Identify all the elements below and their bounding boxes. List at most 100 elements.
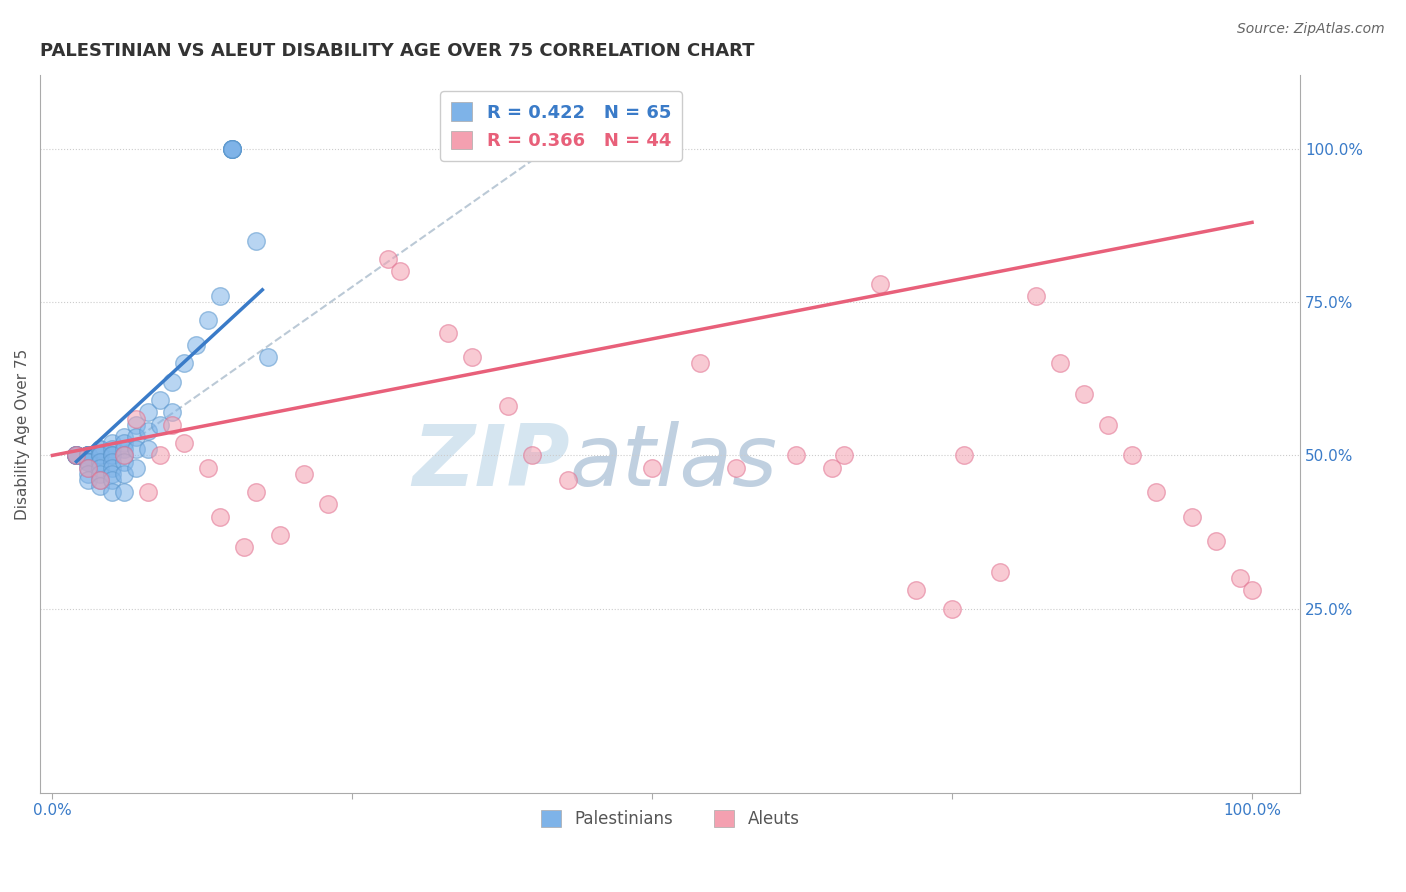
Point bbox=[125, 411, 148, 425]
Point bbox=[869, 277, 891, 291]
Point bbox=[389, 264, 412, 278]
Point bbox=[197, 460, 219, 475]
Point bbox=[112, 430, 135, 444]
Point bbox=[77, 449, 100, 463]
Point bbox=[197, 313, 219, 327]
Point bbox=[125, 460, 148, 475]
Point bbox=[257, 351, 280, 365]
Point bbox=[101, 467, 124, 481]
Point bbox=[89, 460, 111, 475]
Point bbox=[77, 473, 100, 487]
Point bbox=[77, 454, 100, 468]
Point bbox=[377, 252, 399, 267]
Point bbox=[785, 449, 807, 463]
Point bbox=[89, 442, 111, 457]
Point bbox=[77, 467, 100, 481]
Point bbox=[89, 473, 111, 487]
Point bbox=[101, 460, 124, 475]
Point bbox=[112, 436, 135, 450]
Point bbox=[1205, 534, 1227, 549]
Point bbox=[112, 467, 135, 481]
Point bbox=[101, 449, 124, 463]
Point bbox=[77, 449, 100, 463]
Point bbox=[832, 449, 855, 463]
Text: ZIP: ZIP bbox=[412, 421, 569, 504]
Point bbox=[89, 467, 111, 481]
Point bbox=[1049, 356, 1071, 370]
Point bbox=[318, 498, 340, 512]
Point bbox=[125, 430, 148, 444]
Point bbox=[821, 460, 844, 475]
Point bbox=[725, 460, 748, 475]
Point bbox=[1144, 485, 1167, 500]
Point bbox=[112, 485, 135, 500]
Point bbox=[112, 449, 135, 463]
Point bbox=[186, 338, 208, 352]
Point bbox=[65, 449, 87, 463]
Point bbox=[953, 449, 976, 463]
Point bbox=[65, 449, 87, 463]
Point bbox=[89, 449, 111, 463]
Point bbox=[1181, 509, 1204, 524]
Point bbox=[89, 454, 111, 468]
Point bbox=[77, 449, 100, 463]
Point bbox=[522, 449, 544, 463]
Point bbox=[77, 449, 100, 463]
Point bbox=[245, 485, 267, 500]
Y-axis label: Disability Age Over 75: Disability Age Over 75 bbox=[15, 348, 30, 519]
Point bbox=[1073, 387, 1095, 401]
Point bbox=[65, 449, 87, 463]
Point bbox=[101, 436, 124, 450]
Point bbox=[221, 142, 243, 156]
Point bbox=[162, 405, 184, 419]
Text: atlas: atlas bbox=[569, 421, 778, 504]
Point bbox=[173, 356, 195, 370]
Point bbox=[689, 356, 711, 370]
Point bbox=[77, 454, 100, 468]
Point bbox=[557, 473, 579, 487]
Point bbox=[101, 442, 124, 457]
Point bbox=[245, 234, 267, 248]
Point bbox=[1121, 449, 1143, 463]
Text: PALESTINIAN VS ALEUT DISABILITY AGE OVER 75 CORRELATION CHART: PALESTINIAN VS ALEUT DISABILITY AGE OVER… bbox=[41, 42, 755, 60]
Point bbox=[101, 449, 124, 463]
Point bbox=[101, 454, 124, 468]
Point bbox=[941, 601, 963, 615]
Text: Source: ZipAtlas.com: Source: ZipAtlas.com bbox=[1237, 22, 1385, 37]
Point bbox=[209, 289, 232, 303]
Point bbox=[138, 442, 160, 457]
Point bbox=[149, 417, 172, 432]
Point bbox=[905, 583, 928, 598]
Point bbox=[149, 449, 172, 463]
Point bbox=[112, 449, 135, 463]
Point bbox=[1240, 583, 1263, 598]
Point bbox=[641, 460, 664, 475]
Point bbox=[173, 436, 195, 450]
Point bbox=[77, 460, 100, 475]
Point bbox=[1229, 571, 1251, 585]
Point bbox=[89, 442, 111, 457]
Point bbox=[125, 442, 148, 457]
Point bbox=[77, 449, 100, 463]
Point bbox=[77, 454, 100, 468]
Point bbox=[1097, 417, 1119, 432]
Point bbox=[209, 509, 232, 524]
Point bbox=[77, 449, 100, 463]
Point bbox=[269, 528, 291, 542]
Point bbox=[138, 405, 160, 419]
Point bbox=[292, 467, 315, 481]
Point bbox=[125, 417, 148, 432]
Point bbox=[138, 424, 160, 438]
Point bbox=[221, 142, 243, 156]
Point bbox=[461, 351, 484, 365]
Point bbox=[65, 449, 87, 463]
Point bbox=[65, 449, 87, 463]
Point bbox=[988, 565, 1011, 579]
Legend: Palestinians, Aleuts: Palestinians, Aleuts bbox=[534, 803, 807, 835]
Point bbox=[89, 473, 111, 487]
Point bbox=[101, 485, 124, 500]
Point bbox=[89, 449, 111, 463]
Point bbox=[101, 473, 124, 487]
Point bbox=[221, 142, 243, 156]
Point bbox=[162, 375, 184, 389]
